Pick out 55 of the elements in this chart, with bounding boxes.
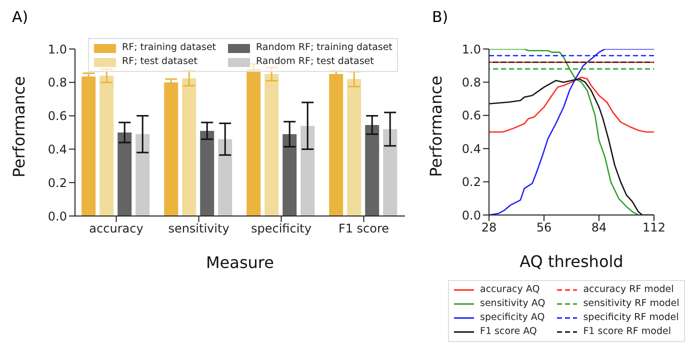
legend-label: F1 score AQ bbox=[480, 325, 537, 339]
chart-title: A) bbox=[12, 8, 28, 26]
line-series bbox=[489, 76, 654, 133]
bar bbox=[100, 76, 114, 216]
legend-label: specificity AQ bbox=[480, 311, 545, 325]
y-tick-label: 0.2 bbox=[48, 176, 67, 190]
bar bbox=[347, 79, 362, 216]
x-tick-label: 56 bbox=[536, 220, 552, 235]
x-tick-label: accuracy bbox=[89, 222, 144, 236]
bar bbox=[182, 78, 196, 216]
y-axis-title: Performance bbox=[10, 76, 29, 178]
legend-label: sensitivity AQ bbox=[480, 297, 546, 311]
legend-label: Random RF; training dataset bbox=[256, 41, 392, 55]
bar bbox=[218, 139, 232, 216]
bar bbox=[118, 132, 132, 216]
x-axis-title: AQ threshold bbox=[520, 252, 624, 271]
x-tick-label: 28 bbox=[481, 220, 497, 235]
x-tick-label: 112 bbox=[642, 220, 666, 235]
bar bbox=[246, 69, 261, 216]
legend-label: Random RF; test dataset bbox=[256, 55, 374, 69]
bar bbox=[300, 126, 315, 216]
y-tick-label: 0.4 bbox=[462, 142, 481, 156]
bar bbox=[264, 74, 279, 216]
y-axis-title: Performance bbox=[426, 76, 446, 177]
y-tick-label: 1.0 bbox=[48, 42, 67, 56]
legend-label: sensitivity RF model bbox=[583, 297, 680, 311]
y-tick-label: 0.4 bbox=[48, 142, 67, 156]
y-tick-label: 0.8 bbox=[48, 76, 67, 90]
legend-label: specificity RF model bbox=[583, 311, 679, 325]
x-tick-label: specificity bbox=[251, 222, 312, 236]
bar bbox=[200, 130, 214, 216]
bar bbox=[383, 129, 398, 216]
legend-label: RF; test dataset bbox=[122, 55, 198, 69]
y-tick-label: 0.0 bbox=[48, 209, 67, 224]
legend-label: RF; training dataset bbox=[122, 41, 216, 55]
y-tick-label: 0.2 bbox=[462, 175, 481, 190]
chart-title: B) bbox=[432, 8, 448, 26]
y-tick-label: 0.6 bbox=[48, 109, 67, 124]
y-tick-label: 1.0 bbox=[462, 42, 481, 56]
y-tick-label: 0.6 bbox=[462, 108, 481, 123]
x-tick-label: sensitivity bbox=[168, 222, 230, 236]
bar bbox=[164, 82, 178, 216]
bar bbox=[136, 134, 150, 216]
legend-label: accuracy RF model bbox=[583, 283, 674, 297]
x-axis-title: Measure bbox=[206, 253, 274, 272]
y-tick-label: 0.0 bbox=[462, 208, 481, 222]
x-tick-label: 84 bbox=[591, 220, 607, 235]
legend-label: accuracy AQ bbox=[480, 283, 540, 297]
x-tick-label: F1 score bbox=[338, 222, 390, 236]
y-tick-label: 0.8 bbox=[462, 75, 481, 90]
legend-label: F1 score RF model bbox=[583, 325, 671, 339]
bar bbox=[282, 134, 297, 216]
bar bbox=[365, 124, 380, 216]
bar bbox=[82, 76, 96, 216]
bar bbox=[329, 74, 344, 216]
